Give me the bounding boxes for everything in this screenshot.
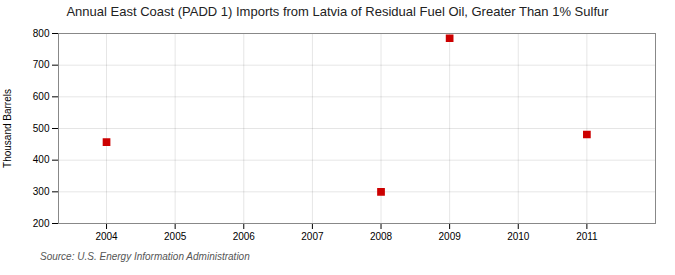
svg-text:600: 600 (33, 91, 50, 102)
svg-text:2004: 2004 (95, 231, 118, 242)
svg-text:400: 400 (33, 154, 50, 165)
svg-text:2005: 2005 (164, 231, 187, 242)
html-text:Source: U.S. Energy Informatio: Source: U.S. Energy Information Administ… (40, 251, 250, 262)
svg-text:700: 700 (33, 59, 50, 70)
svg-text:2011: 2011 (576, 231, 598, 242)
svg-text:500: 500 (33, 123, 50, 134)
svg-text:200: 200 (33, 218, 50, 229)
svg-text:2007: 2007 (301, 231, 324, 242)
html-text:Annual East Coast (PADD 1) Imp: Annual East Coast (PADD 1) Imports from … (66, 4, 609, 19)
svg-text:2006: 2006 (233, 231, 256, 242)
svg-text:300: 300 (33, 186, 50, 197)
svg-text:800: 800 (33, 28, 50, 39)
svg-text:2010: 2010 (507, 231, 530, 242)
svg-text:Thousand Barrels: Thousand Barrels (2, 89, 13, 168)
svg-text:2009: 2009 (439, 231, 462, 242)
svg-text:2008: 2008 (370, 231, 393, 242)
